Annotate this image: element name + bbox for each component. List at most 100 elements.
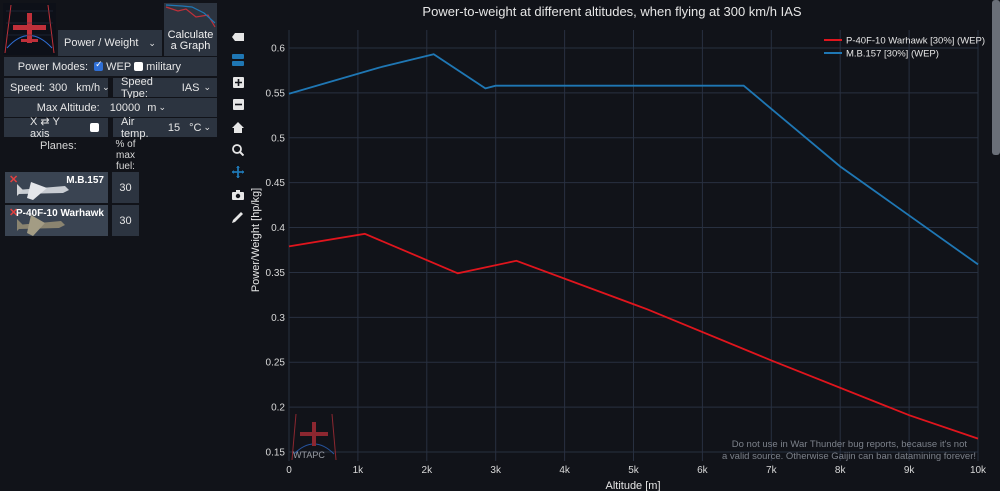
max-altitude-unit-select[interactable]: m — [147, 101, 157, 114]
planes-label: Planes: — [40, 140, 77, 152]
max-altitude-label: Max Altitude: — [36, 101, 100, 114]
chevron-down-icon: ⌄ — [203, 122, 211, 132]
remove-plane-icon[interactable]: ✕ — [9, 207, 19, 219]
x-axis-ticks: 0 1k 2k 3k 4k 5k 6k 7k 8k 9k 10k — [286, 465, 987, 476]
series-line[interactable] — [288, 232, 979, 440]
x-tick-label: 8k — [835, 465, 847, 476]
control-panel: Power / Weight ⌄ Calculate a Graph Power… — [0, 0, 222, 491]
wep-label: WEP — [106, 60, 132, 73]
y-tick-label: 0.3 — [271, 313, 285, 324]
pan-icon[interactable] — [231, 165, 245, 179]
y-tick-label: 0.45 — [266, 178, 286, 189]
y-tick-label: 0.15 — [266, 448, 286, 459]
chart-title: Power-to-weight at different altitudes, … — [422, 4, 801, 19]
power-modes-label: Power Modes: — [17, 60, 89, 73]
chart-modebar — [231, 30, 245, 233]
scrollbar-thumb[interactable] — [992, 0, 1000, 155]
disclaimer-line2: a valid source. Otherwise Gaijin can ban… — [722, 451, 976, 462]
plane-thumbnail — [17, 215, 65, 236]
graph-type-value: Power / Weight — [64, 37, 139, 49]
speed-unit-select[interactable]: km/h — [76, 81, 101, 94]
calculate-label-line1: Calculate — [167, 29, 214, 41]
y-tick-label: 0.4 — [271, 223, 285, 234]
air-temp-unit-select[interactable]: °C — [189, 121, 202, 134]
y-tick-label: 0.2 — [271, 403, 285, 414]
zoom-in-icon[interactable] — [231, 75, 245, 89]
logo-text: WTAPC — [293, 450, 325, 460]
x-tick-label: 5k — [628, 465, 640, 476]
chevron-down-icon: ⌄ — [102, 82, 110, 92]
power-modes-row: Power Modes: ✓ WEP military — [4, 57, 217, 76]
wep-checkbox[interactable]: ✓ — [94, 59, 104, 71]
disclaimer-line1: Do not use in War Thunder bug reports, b… — [732, 439, 968, 450]
chevron-down-icon: ⌄ — [148, 37, 156, 48]
max-altitude-value: 10000 — [109, 101, 141, 114]
plane-card[interactable]: ✕ M.B.157 — [5, 172, 108, 203]
y-tick-label: 0.6 — [271, 43, 285, 54]
calculate-graph-button[interactable]: Calculate a Graph — [164, 3, 217, 56]
air-temp-field[interactable]: Air temp. 15 °C ⌄ — [113, 115, 217, 140]
legend-label[interactable]: M.B.157 [30%] (WEP) — [846, 49, 939, 60]
remove-plane-icon[interactable]: ✕ — [9, 174, 19, 186]
y-tick-label: 0.5 — [271, 133, 285, 144]
military-checkbox[interactable] — [134, 62, 144, 71]
air-temp-label: Air temp. — [121, 115, 149, 140]
plane-fuel-input[interactable]: 30 — [112, 172, 139, 203]
speed-type-select[interactable]: IAS — [181, 81, 200, 94]
x-tick-label: 2k — [422, 465, 434, 476]
erase-icon[interactable] — [231, 30, 245, 44]
swap-axis-label: X ⇄ Y axis — [30, 116, 60, 140]
graph-type-select[interactable]: Power / Weight ⌄ — [58, 30, 162, 56]
plane-name: M.B.157 — [66, 175, 104, 186]
camera-icon[interactable] — [231, 188, 245, 202]
plane-thumbnail — [17, 182, 69, 200]
swap-axis-checkbox[interactable] — [90, 123, 99, 132]
plane-name: P-40F-10 Warhawk — [16, 208, 104, 219]
swap-axis-field[interactable]: X ⇄ Y axis — [4, 116, 108, 140]
fuel-header-line2: max — [116, 150, 135, 161]
zoom-out-icon[interactable] — [231, 98, 245, 112]
chart-grid — [288, 30, 979, 461]
max-altitude-field[interactable]: Max Altitude: 10000 m ⌄ — [4, 98, 217, 117]
air-temp-value: 15 — [167, 121, 181, 134]
calculate-label-line2: a Graph — [170, 40, 211, 52]
speed-value: 300 — [48, 81, 68, 94]
x-tick-label: 3k — [490, 465, 502, 476]
x-tick-label: 0 — [286, 465, 292, 476]
fuel-header: % of max fuel: — [112, 139, 139, 172]
fuel-header-line1: % of — [115, 139, 136, 150]
x-tick-label: 4k — [559, 465, 571, 476]
checkmark-icon: ✓ — [95, 59, 103, 69]
chevron-down-icon: ⌄ — [158, 102, 166, 112]
series-line[interactable] — [288, 53, 979, 266]
layers-icon[interactable] — [231, 53, 245, 67]
speed-type-field[interactable]: Speed Type: IAS ⌄ — [113, 75, 217, 100]
plane-card[interactable]: ✕ P-40F-10 Warhawk — [5, 205, 108, 236]
logo-plane-icon — [291, 413, 337, 461]
y-tick-label: 0.25 — [266, 358, 286, 369]
home-icon[interactable] — [231, 120, 245, 134]
y-tick-label: 0.35 — [266, 268, 286, 279]
pencil-icon[interactable] — [231, 210, 245, 224]
graph-preview-icon — [165, 4, 216, 28]
x-axis-label: Altitude [m] — [605, 480, 660, 491]
speed-type-label: Speed Type: — [121, 75, 153, 100]
x-tick-label: 9k — [904, 465, 916, 476]
military-label: military — [146, 60, 181, 73]
power-weight-chart[interactable]: Power-to-weight at different altitudes, … — [247, 0, 992, 491]
y-axis-label: Power/Weight [hp/kg] — [250, 188, 262, 292]
legend-label[interactable]: P-40F-10 Warhawk [30%] (WEP) — [846, 36, 985, 47]
y-tick-label: 0.55 — [266, 88, 286, 99]
fuel-header-line3: fuel: — [116, 161, 135, 172]
speed-label: Speed: — [10, 81, 45, 94]
plane-schematic-thumbnail — [3, 3, 56, 55]
speed-field[interactable]: Speed: 300 km/h ⌄ — [4, 78, 110, 97]
zoom-icon[interactable] — [231, 143, 245, 157]
x-tick-label: 10k — [970, 465, 987, 476]
chart-series — [288, 53, 979, 440]
chart-legend: P-40F-10 Warhawk [30%] (WEP) M.B.157 [30%… — [824, 36, 985, 60]
y-axis-ticks: 0.15 0.2 0.25 0.3 0.35 0.4 0.45 0.5 0.55 0.6 — [266, 43, 286, 458]
x-tick-label: 1k — [353, 465, 365, 476]
plane-fuel-input[interactable]: 30 — [112, 205, 139, 236]
x-tick-label: 6k — [697, 465, 709, 476]
